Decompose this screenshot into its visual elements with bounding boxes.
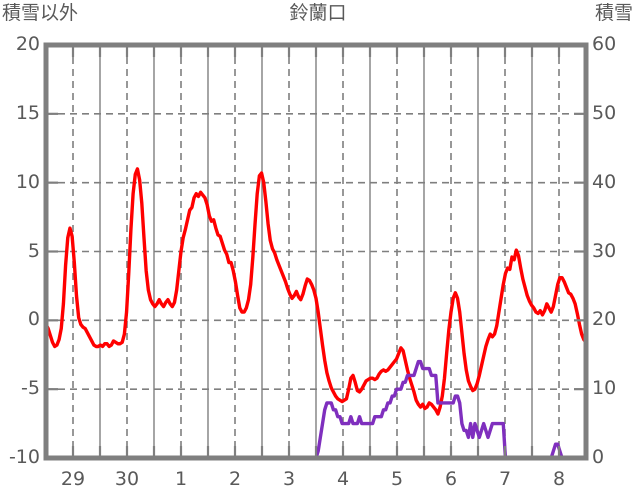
y-axis-right-tick-label: 40 — [592, 170, 617, 193]
x-axis-tick-label: 6 — [444, 468, 458, 490]
y-axis-left-tick-label: 0 — [27, 308, 40, 331]
y-axis-left-tick-label: 15 — [15, 101, 40, 124]
x-axis-tick-label: 1 — [174, 468, 188, 490]
y-axis-left-tick-label: 10 — [15, 170, 40, 193]
plot-frame — [43, 42, 589, 461]
y-axis-right-tick-label: 0 — [592, 446, 605, 468]
y-axis-right-tick-label: 50 — [592, 101, 617, 124]
x-axis-tick-label: 3 — [282, 468, 296, 490]
y-axis-right-tick-label: 30 — [592, 239, 617, 262]
x-axis-tick-label: 7 — [498, 468, 512, 490]
y-axis-right-tick-label: 20 — [592, 308, 617, 331]
x-axis-tick-label: 2 — [228, 468, 242, 490]
series-line-non-snow — [44, 167, 588, 416]
x-axis-tick-label: 5 — [390, 468, 404, 490]
left-axis-label: 積雪以外 — [2, 2, 79, 24]
x-axis-tick-label: 4 — [336, 468, 350, 490]
x-axis-tick-label: 8 — [552, 468, 566, 490]
chart-title: 鈴蘭口 — [289, 2, 347, 24]
y-axis-right-tick-label: 60 — [592, 33, 617, 55]
y-axis-left-tick-label: -10 — [8, 446, 40, 468]
y-axis-right-tick-label: 10 — [592, 377, 617, 400]
right-axis-label: 積雪 — [594, 2, 633, 24]
x-axis-tick-label: 30 — [114, 468, 140, 490]
x-axis-tick-label: 29 — [60, 468, 86, 490]
y-axis-left-tick-label: 5 — [27, 239, 40, 262]
y-axis-left-tick-label: -5 — [21, 377, 40, 400]
y-axis-left-tick-label: 20 — [15, 33, 40, 55]
